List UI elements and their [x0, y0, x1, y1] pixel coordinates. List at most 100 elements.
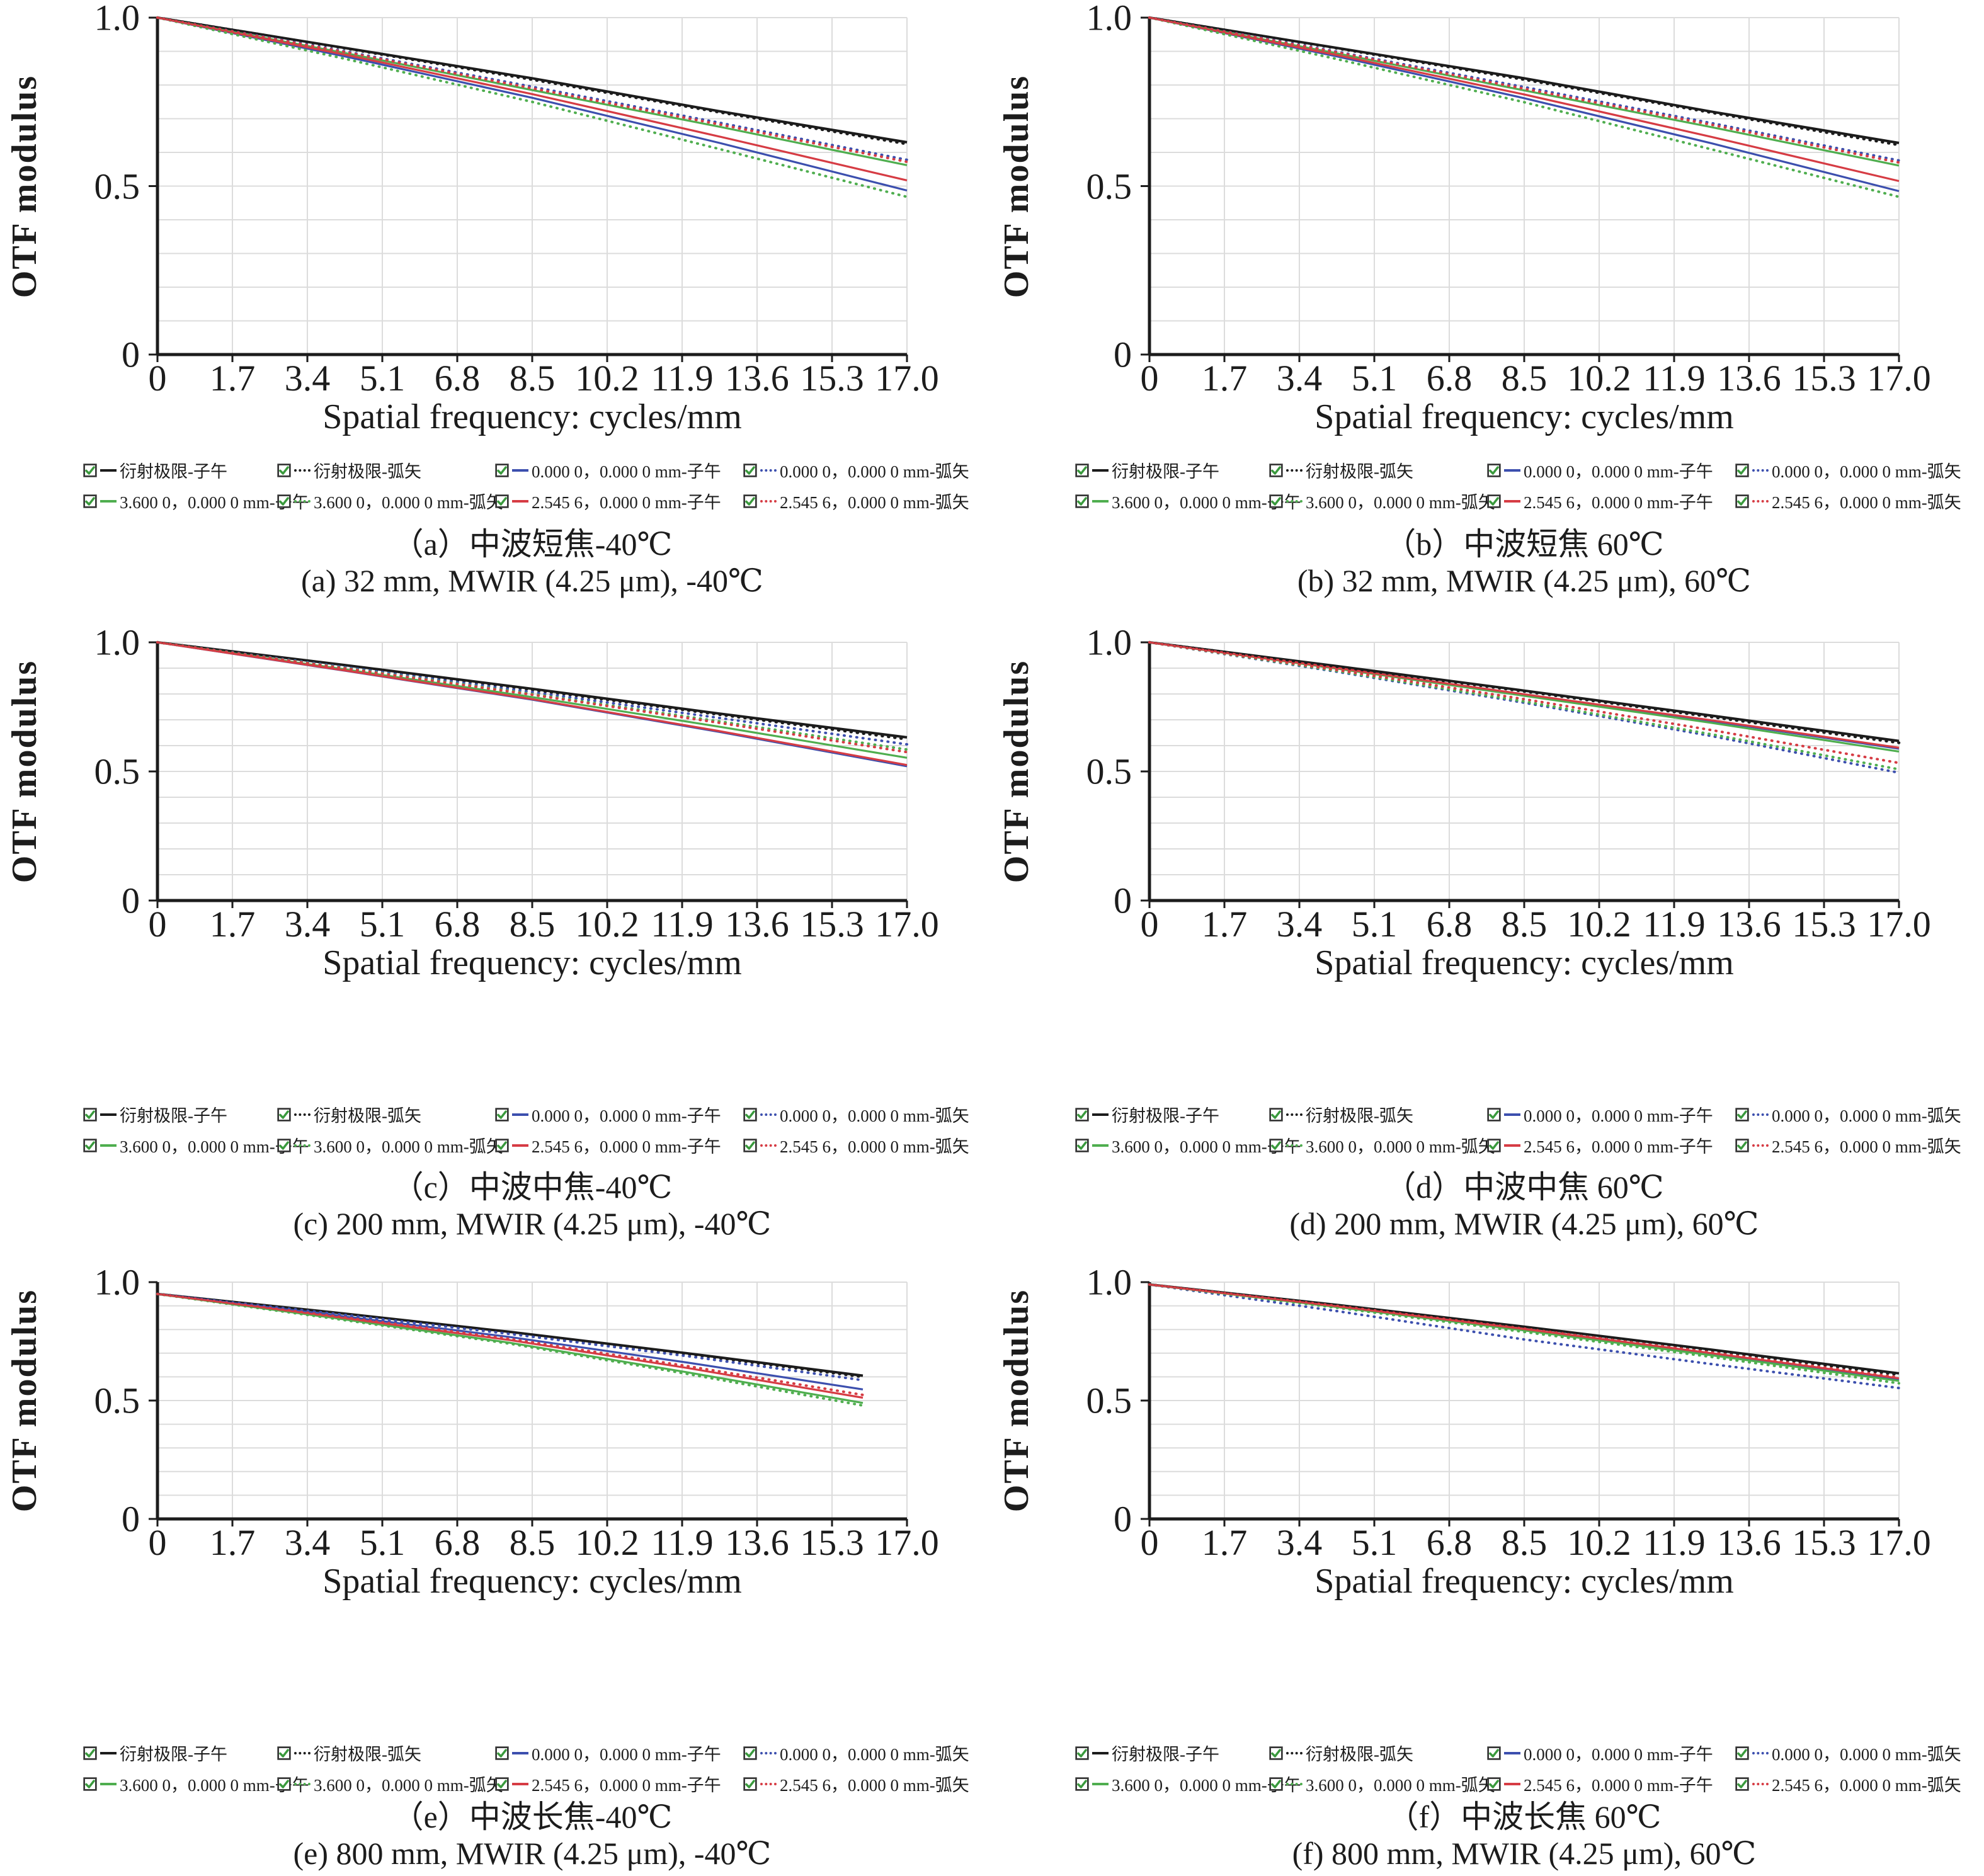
checkbox-checked-icon[interactable] [743, 494, 757, 508]
checkbox-checked-icon[interactable] [1075, 1746, 1089, 1760]
checkbox-checked-icon[interactable] [1487, 1107, 1501, 1122]
plot-area: OTF modulus 1.0 0.5 0 [5, 622, 909, 921]
checkbox-checked-icon[interactable] [83, 1138, 97, 1152]
checkbox-checked-icon[interactable] [1075, 1138, 1089, 1152]
x-tick-label: 17.0 [1867, 904, 1931, 945]
line-sample-icon [1752, 499, 1769, 503]
checkbox-checked-icon[interactable] [1269, 463, 1283, 477]
checkbox-checked-icon[interactable] [1735, 1746, 1749, 1760]
checkbox-checked-icon[interactable] [83, 463, 97, 477]
checkbox-checked-icon[interactable] [277, 463, 291, 477]
checkbox-checked-icon[interactable] [743, 1107, 757, 1122]
checkbox-checked-icon[interactable] [1269, 1777, 1283, 1791]
checkbox-checked-icon[interactable] [1269, 494, 1283, 508]
legend-label: 2.545 6，0.000 0 mm-子午 [1524, 493, 1713, 512]
y-axis-ticks: 1.0 0.5 0 [1041, 622, 1142, 921]
legend-label: 2.545 6，0.000 0 mm-弧矢 [780, 493, 969, 512]
legend-label: 0.000 0，0.000 0 mm-子午 [1524, 1106, 1713, 1125]
checkbox-checked-icon[interactable] [1735, 463, 1749, 477]
line-sample-icon [1092, 1751, 1109, 1754]
x-tick-label: 10.2 [575, 1522, 639, 1563]
legend-item: 衍射极限-弧矢 [277, 1102, 495, 1127]
caption-en: (a) 32 mm, MWIR (4.25 μm), -40℃ [300, 563, 763, 598]
checkbox-checked-icon[interactable] [1487, 494, 1501, 508]
checkbox-checked-icon[interactable] [1487, 463, 1501, 477]
checkbox-checked-icon[interactable] [495, 494, 509, 508]
checkbox-checked-icon[interactable] [1075, 1777, 1089, 1791]
x-tick-label: 17.0 [1867, 1522, 1931, 1563]
legend-item: 2.545 6，0.000 0 mm-子午 [1487, 1771, 1735, 1796]
line-sample-icon [760, 1782, 777, 1785]
checkbox-checked-icon[interactable] [1735, 1107, 1749, 1122]
checkbox-checked-icon[interactable] [277, 1746, 291, 1760]
checkbox-checked-icon[interactable] [1487, 1777, 1501, 1791]
x-tick-label: 13.6 [725, 1522, 789, 1563]
checkbox-checked-icon[interactable] [277, 1777, 291, 1791]
checkbox-checked-icon[interactable] [1735, 1777, 1749, 1791]
y-axis-title-text: OTF modulus [997, 74, 1037, 298]
x-tick-label: 17.0 [875, 358, 939, 399]
y-tick-label: 0.5 [94, 751, 140, 792]
plot-canvas [149, 1281, 908, 1526]
x-axis-title: Spatial frequency: cycles/mm [322, 1562, 742, 1601]
legend-item: 0.000 0，0.000 0 mm-子午 [495, 1102, 743, 1127]
checkbox-checked-icon[interactable] [1075, 494, 1089, 508]
legend-label: 衍射极限-子午 [120, 462, 227, 481]
line-sample-icon [100, 469, 117, 472]
legend-label: 2.545 6，0.000 0 mm-子午 [1524, 1137, 1713, 1156]
checkbox-checked-icon[interactable] [495, 463, 509, 477]
checkbox-checked-icon[interactable] [743, 1138, 757, 1152]
checkbox-checked-icon[interactable] [1075, 1107, 1089, 1122]
checkbox-checked-icon[interactable] [1735, 494, 1749, 508]
legend-label: 衍射极限-弧矢 [314, 1106, 421, 1125]
x-tick-label: 0 [1140, 1522, 1159, 1563]
checkbox-checked-icon[interactable] [1735, 1138, 1749, 1152]
curve-black-dotted [1148, 640, 1901, 744]
checkbox-checked-icon[interactable] [83, 1107, 97, 1122]
checkbox-checked-icon[interactable] [743, 1777, 757, 1791]
x-tick-label: 10.2 [575, 358, 639, 399]
legend-label: 2.545 6，0.000 0 mm-弧矢 [1772, 1776, 1961, 1795]
legend-item: 0.000 0，0.000 0 mm-弧矢 [743, 458, 990, 482]
y-tick-label: 0 [122, 334, 140, 375]
line-sample-icon [1504, 1113, 1520, 1116]
x-tick-label: 0 [148, 358, 167, 399]
x-tick-label: 15.3 [800, 358, 864, 399]
x-tick-label: 1.7 [209, 1522, 256, 1563]
x-tick-label: 11.9 [1643, 1522, 1706, 1563]
legend-label: 3.600 0，0.000 0 mm-弧矢 [1306, 493, 1495, 512]
line-sample-icon [1504, 1144, 1520, 1147]
legend-item: 0.000 0，0.000 0 mm-弧矢 [1735, 1741, 1982, 1765]
checkbox-checked-icon[interactable] [495, 1107, 509, 1122]
checkbox-checked-icon[interactable] [1269, 1746, 1283, 1760]
x-tick-label: 15.3 [1792, 1522, 1856, 1563]
checkbox-checked-icon[interactable] [495, 1746, 509, 1760]
checkbox-checked-icon[interactable] [277, 494, 291, 508]
checkbox-checked-icon[interactable] [495, 1777, 509, 1791]
checkbox-checked-icon[interactable] [83, 494, 97, 508]
checkbox-checked-icon[interactable] [277, 1107, 291, 1122]
legend-label: 3.600 0，0.000 0 mm-弧矢 [314, 1137, 503, 1156]
checkbox-checked-icon[interactable] [743, 463, 757, 477]
checkbox-checked-icon[interactable] [277, 1138, 291, 1152]
legend-item: 3.600 0，0.000 0 mm-弧矢 [1269, 1771, 1495, 1796]
y-tick-label: 0.5 [94, 166, 140, 207]
y-tick-label: 1.0 [1086, 1261, 1132, 1303]
checkbox-checked-icon[interactable] [1487, 1138, 1501, 1152]
checkbox-checked-icon[interactable] [495, 1138, 509, 1152]
checkbox-checked-icon[interactable] [1269, 1107, 1283, 1122]
checkbox-checked-icon[interactable] [1075, 463, 1089, 477]
x-tick-label: 15.3 [800, 1522, 864, 1563]
legend-item: 2.545 6，0.000 0 mm-弧矢 [743, 1771, 990, 1796]
checkbox-checked-icon[interactable] [83, 1746, 97, 1760]
x-axis-title: Spatial frequency: cycles/mm [1314, 1562, 1734, 1601]
legend-label: 0.000 0，0.000 0 mm-子午 [1524, 1745, 1713, 1764]
mtf-chart-panel-f: OTF modulus 1.0 0.5 0 0 1.7 3.4 5.1 6.8 8.5 10.2… [992, 1259, 1984, 1876]
checkbox-checked-icon[interactable] [83, 1777, 97, 1791]
curve-green-dotted [156, 16, 908, 198]
checkbox-checked-icon[interactable] [1487, 1746, 1501, 1760]
legend-item: 衍射极限-弧矢 [277, 458, 495, 482]
legend-label: 2.545 6，0.000 0 mm-弧矢 [780, 1137, 969, 1156]
checkbox-checked-icon[interactable] [743, 1746, 757, 1760]
checkbox-checked-icon[interactable] [1269, 1138, 1283, 1152]
